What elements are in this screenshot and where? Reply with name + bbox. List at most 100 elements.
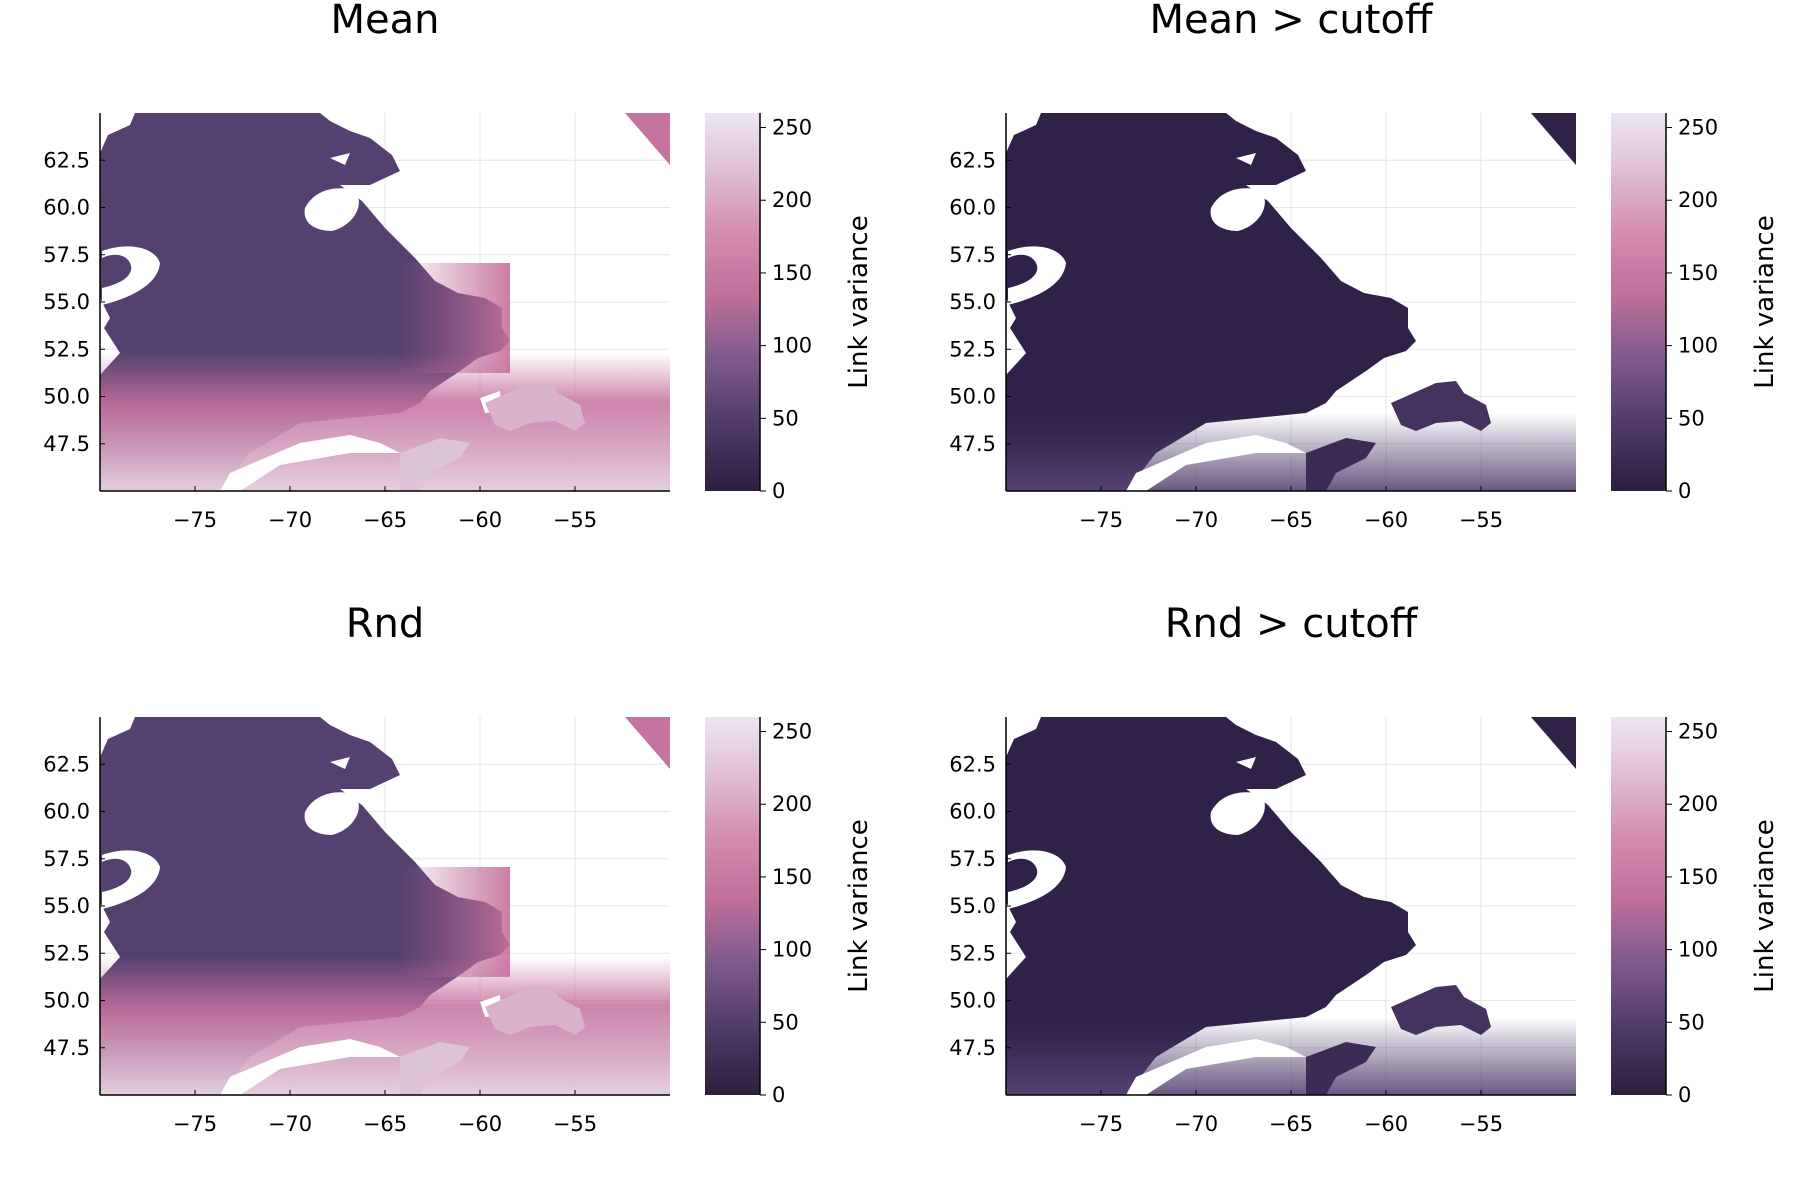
x-tick-label: −70 (268, 508, 312, 532)
colorbar-tick-label: 200 (1678, 792, 1718, 816)
water-body (304, 792, 359, 835)
landmass-top-right (625, 113, 670, 165)
colorbar: 0 50 100 150 200 250 Link variance (1611, 717, 1780, 1107)
heatmap-field (100, 717, 670, 1095)
y-tick-label: 52.5 (949, 941, 996, 965)
colorbar-label: Link variance (1750, 819, 1780, 992)
axes: −75 −70 −65 −60 −55 47.5 50.0 52.5 55.0 57.5 60.0 6… (43, 113, 670, 532)
panel-title: Mean > cutoff (1150, 0, 1434, 43)
landmass-south-east (1306, 1042, 1376, 1095)
landmass-top-right (1531, 717, 1576, 769)
panel-rnd-cutoff: Rnd > cutoff −75 −70 −65 −60 −55 47.5 50.0 52.5… (949, 601, 1780, 1136)
heatmap-field (1006, 113, 1576, 491)
landmass-top-right (1531, 113, 1576, 165)
landmass-east (1391, 985, 1491, 1035)
x-tick-label: −65 (363, 1112, 407, 1136)
panel-mean: Mean −75 −70 −65 −60 −55 47.5 50.0 52.5 55.0 57.5… (43, 0, 874, 532)
y-tick-label: 57.5 (949, 243, 996, 267)
panel-title: Rnd (346, 601, 425, 647)
y-tick-label: 60.0 (43, 196, 90, 220)
landmass-south-east (400, 1042, 470, 1095)
y-tick-label: 50.0 (43, 989, 90, 1013)
panel-title: Rnd > cutoff (1165, 601, 1419, 647)
colorbar-tick-label: 100 (1678, 334, 1718, 358)
x-tick-label: −70 (268, 1112, 312, 1136)
x-tick-label: −55 (1459, 1112, 1503, 1136)
colorbar-tick-label: 50 (772, 406, 799, 430)
y-tick-label: 57.5 (43, 243, 90, 267)
y-tick-label: 55.0 (949, 894, 996, 918)
y-tick-label: 47.5 (949, 1036, 996, 1060)
y-tick-label: 60.0 (949, 800, 996, 824)
x-tick-label: −75 (173, 508, 217, 532)
colorbar-tick-label: 50 (1678, 406, 1705, 430)
x-tick-label: −55 (553, 1112, 597, 1136)
axes: −75 −70 −65 −60 −55 47.5 50.0 52.5 55.0 57.5 60.0 6… (43, 717, 670, 1136)
map-plot-area (100, 113, 670, 491)
colorbar-label: Link variance (844, 819, 874, 992)
colorbar-tick-label: 50 (772, 1010, 799, 1034)
y-tick-label: 50.0 (43, 385, 90, 409)
x-tick-label: −55 (553, 508, 597, 532)
landmass-south-east (1306, 438, 1376, 491)
colorbar-tick-label: 100 (1678, 938, 1718, 962)
y-tick-label: 52.5 (949, 337, 996, 361)
colorbar-tick-label: 250 (1678, 116, 1718, 140)
colorbar-gradient (705, 717, 760, 1095)
y-tick-label: 62.5 (43, 148, 90, 172)
colorbar: 0 50 100 150 200 250 Link variance (1611, 113, 1780, 503)
water-body (304, 188, 359, 231)
x-tick-label: −60 (458, 508, 502, 532)
water-body (1210, 792, 1265, 835)
colorbar-label: Link variance (1750, 215, 1780, 388)
water-body (1306, 171, 1316, 183)
colorbar-gradient (1611, 113, 1666, 491)
water-body (400, 171, 410, 183)
water-body (1008, 246, 1066, 305)
water-body (1210, 188, 1265, 231)
y-tick-label: 50.0 (949, 989, 996, 1013)
landmass-east (485, 381, 585, 431)
y-tick-label: 62.5 (43, 752, 90, 776)
map-plot-area (1006, 113, 1576, 491)
water-body (1236, 153, 1256, 165)
high-variance-east (400, 263, 510, 373)
x-tick-label: −65 (1269, 1112, 1313, 1136)
y-tick-label: 52.5 (43, 337, 90, 361)
water-body (330, 153, 350, 165)
y-tick-label: 60.0 (949, 196, 996, 220)
x-tick-label: −70 (1174, 1112, 1218, 1136)
heatmap-field (1006, 717, 1576, 1095)
x-tick-label: −65 (363, 508, 407, 532)
y-tick-label: 47.5 (43, 1036, 90, 1060)
landmass-mainland (1006, 717, 1416, 1095)
colorbar-tick-label: 0 (1678, 1083, 1691, 1107)
colorbar-gradient (1611, 717, 1666, 1095)
axes: −75 −70 −65 −60 −55 47.5 50.0 52.5 55.0 57.5 60.0 6… (949, 717, 1576, 1136)
landmass-east (1391, 381, 1491, 431)
x-tick-label: −60 (1364, 1112, 1408, 1136)
colorbar-tick-label: 200 (1678, 188, 1718, 212)
colorbar-tick-label: 0 (772, 1083, 785, 1107)
y-tick-label: 47.5 (43, 432, 90, 456)
colorbar-tick-label: 0 (772, 479, 785, 503)
x-tick-label: −60 (1364, 508, 1408, 532)
y-tick-label: 62.5 (949, 148, 996, 172)
water-body (220, 435, 400, 491)
colorbar-tick-label: 100 (772, 334, 812, 358)
water-body (102, 246, 160, 305)
y-tick-label: 55.0 (949, 290, 996, 314)
x-tick-label: −75 (1079, 508, 1123, 532)
y-tick-label: 47.5 (949, 432, 996, 456)
map-plot-area (1006, 717, 1576, 1095)
y-tick-label: 55.0 (43, 894, 90, 918)
y-tick-label: 52.5 (43, 941, 90, 965)
water-body (1306, 775, 1316, 787)
x-tick-label: −55 (1459, 508, 1503, 532)
landmass-mainland (1006, 113, 1416, 491)
high-variance-east (400, 867, 510, 977)
landmass-east (485, 985, 585, 1035)
colorbar-tick-label: 250 (772, 116, 812, 140)
colorbar-tick-label: 150 (772, 261, 812, 285)
